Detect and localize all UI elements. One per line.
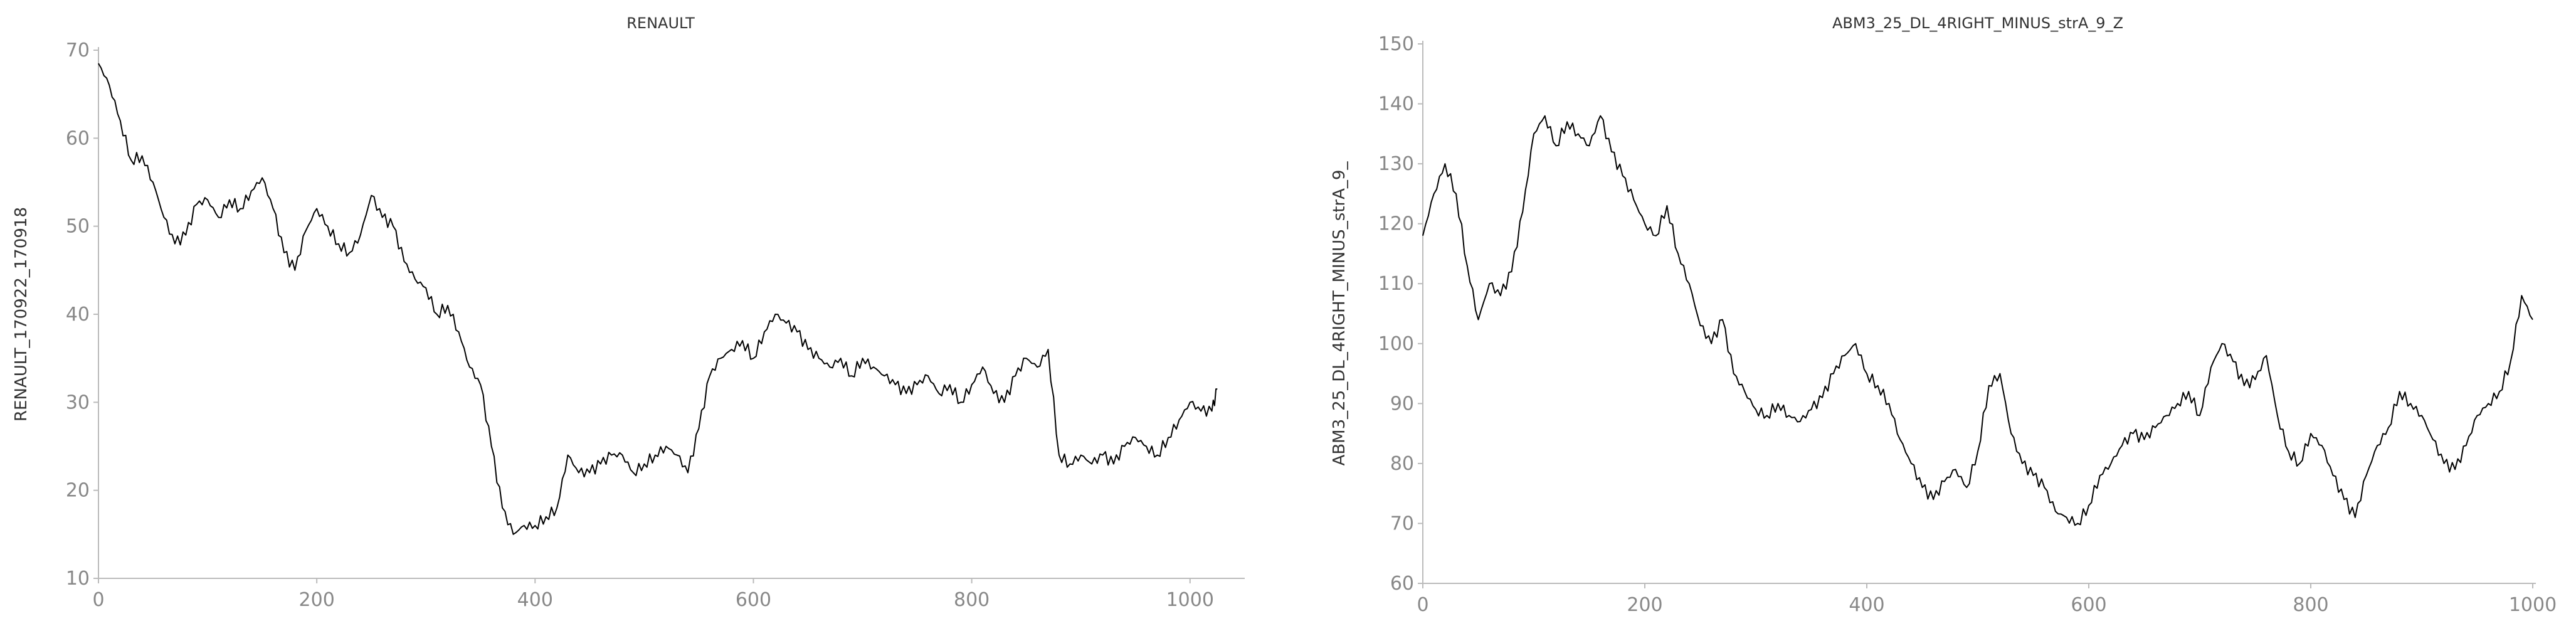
series-line bbox=[1422, 115, 2533, 526]
x-tick-label: 600 bbox=[736, 589, 771, 611]
y-tick-label: 110 bbox=[1378, 273, 1414, 295]
y-tick-label: 130 bbox=[1378, 153, 1414, 175]
series-line bbox=[98, 63, 1218, 535]
y-tick-label: 50 bbox=[66, 216, 90, 238]
y-axis-label: ABM3_25_DL_4RIGHT_MINUS_strA_9_ bbox=[1330, 161, 1349, 466]
y-axis-label: RENAULT_170922_170918 bbox=[12, 207, 31, 422]
x-tick-label: 1000 bbox=[2509, 594, 2557, 616]
chart-title: ABM3_25_DL_4RIGHT_MINUS_strA_9_Z bbox=[1832, 14, 2123, 32]
y-tick-label: 150 bbox=[1378, 33, 1414, 55]
abm3-chart-panel: ABM3_25_DL_4RIGHT_MINUS_strA_9_Z ABM3_25_… bbox=[1288, 0, 2576, 621]
x-tick-label: 800 bbox=[2293, 594, 2328, 616]
y-tick-label: 70 bbox=[1390, 512, 1414, 534]
y-tick-label: 120 bbox=[1378, 213, 1414, 235]
renault-line-chart: RENAULT RENAULT_170922_170918 10 20 30 40 50 60… bbox=[12, 14, 1245, 611]
x-tick-label: 200 bbox=[299, 589, 335, 611]
y-tick-label: 60 bbox=[1390, 573, 1414, 595]
y-tick-label: 140 bbox=[1378, 93, 1414, 115]
y-tick-label: 100 bbox=[1378, 333, 1414, 355]
x-tick-label: 1000 bbox=[1166, 589, 1214, 611]
y-tick-label: 80 bbox=[1390, 453, 1414, 475]
abm3-line-chart: ABM3_25_DL_4RIGHT_MINUS_strA_9_Z ABM3_25_… bbox=[1330, 14, 2557, 616]
y-tick-label: 20 bbox=[66, 480, 90, 502]
x-tick-label: 200 bbox=[1627, 594, 1662, 616]
x-tick-label: 600 bbox=[2071, 594, 2106, 616]
x-tick-label: 0 bbox=[1417, 594, 1428, 616]
renault-chart-panel: RENAULT RENAULT_170922_170918 10 20 30 40 50 60… bbox=[12, 14, 1245, 611]
y-tick-label: 30 bbox=[66, 391, 90, 413]
chart-title: RENAULT bbox=[626, 14, 695, 32]
y-tick-label: 60 bbox=[66, 127, 90, 149]
x-tick-label: 400 bbox=[1849, 594, 1884, 616]
x-tick-label: 400 bbox=[517, 589, 553, 611]
x-tick-label: 0 bbox=[92, 589, 104, 611]
y-tick-label: 90 bbox=[1390, 393, 1414, 415]
y-tick-label: 70 bbox=[66, 40, 90, 61]
x-tick-label: 800 bbox=[954, 589, 990, 611]
y-tick-label: 40 bbox=[66, 304, 90, 326]
y-tick-label: 10 bbox=[66, 568, 90, 590]
